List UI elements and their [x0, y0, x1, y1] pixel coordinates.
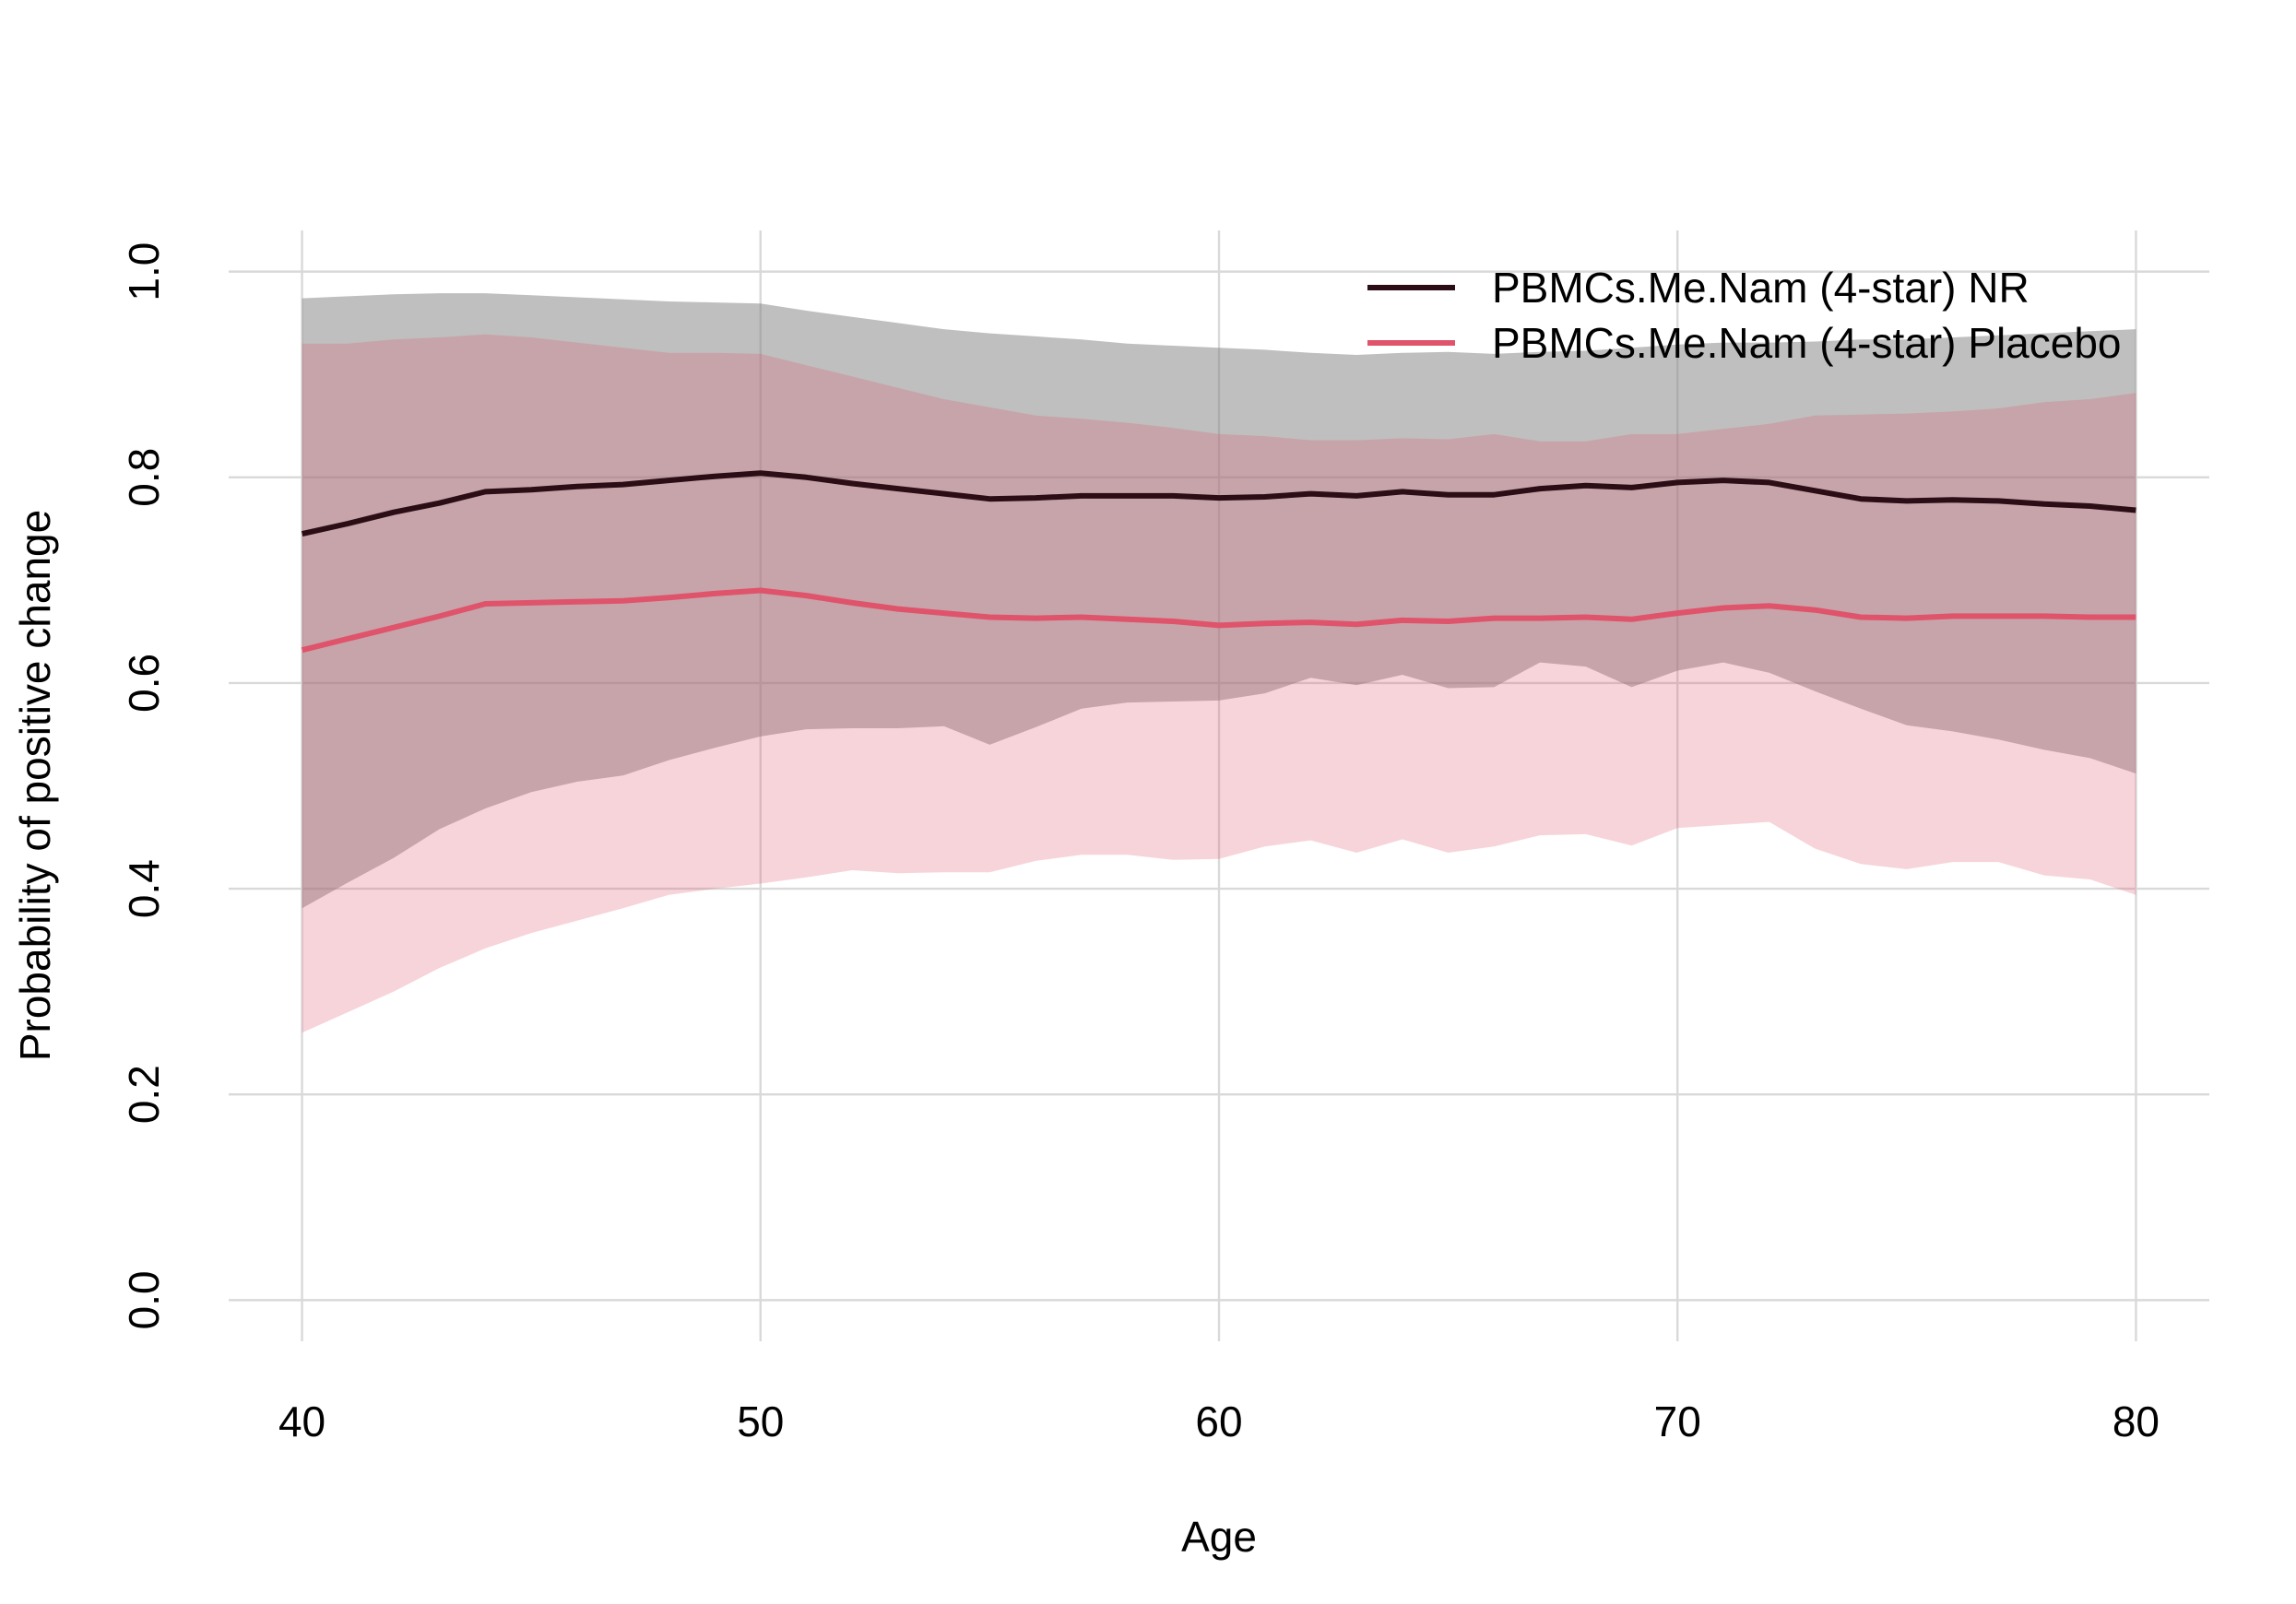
x-tick-label: 60 [1195, 1398, 1242, 1445]
confidence-band-placebo [302, 334, 2136, 1033]
tick-labels: 40 50 60 70 80 0.0 0.2 0.4 0.6 0.8 1.0 [120, 242, 2160, 1445]
confidence-band-nr [302, 293, 2136, 909]
y-tick-label: 0.0 [120, 1270, 168, 1329]
x-tick-label: 80 [2113, 1398, 2160, 1445]
series-line-placebo [301, 587, 2136, 654]
y-tick-label: 0.6 [120, 654, 168, 713]
x-tick-label: 70 [1654, 1398, 1701, 1445]
legend: PBMCs.Me.Nam (4-star) NR PBMCs.Me.Nam (4… [1367, 264, 2122, 367]
x-tick-label: 50 [737, 1398, 784, 1445]
series-lines [301, 470, 2136, 654]
legend-label-nr: PBMCs.Me.Nam (4-star) NR [1492, 264, 2030, 312]
y-tick-label: 0.8 [120, 448, 168, 507]
x-tick-label: 40 [278, 1398, 325, 1445]
y-tick-label: 0.2 [120, 1065, 168, 1124]
confidence-bands [302, 293, 2136, 1033]
y-tick-label: 1.0 [120, 242, 168, 301]
x-axis-title: Age [1181, 1513, 1257, 1561]
legend-label-placebo: PBMCs.Me.Nam (4-star) Placebo [1492, 319, 2122, 367]
y-axis-title: Probability of positive change [11, 510, 59, 1061]
series-line-nr [301, 470, 2136, 537]
y-tick-label: 0.4 [120, 859, 168, 918]
